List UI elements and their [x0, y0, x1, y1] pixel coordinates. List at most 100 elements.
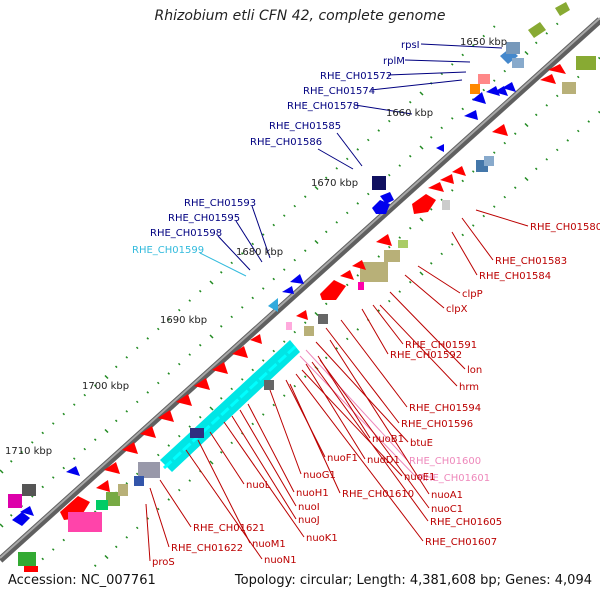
gene-box[interactable]	[286, 322, 292, 330]
gene-label[interactable]: btuE	[410, 438, 433, 449]
gene-label[interactable]: RHE_CH01578	[287, 101, 359, 112]
gene-arrow[interactable]	[492, 124, 508, 136]
gene-box[interactable]	[576, 56, 596, 70]
gene-box[interactable]	[96, 500, 108, 510]
gene-arrow[interactable]	[472, 92, 486, 104]
gene-arrow[interactable]	[548, 64, 566, 74]
gene-box[interactable]	[384, 250, 400, 262]
gene-label[interactable]: nuoH1	[296, 488, 329, 499]
gene-label[interactable]: RHE_CH01607	[425, 537, 497, 548]
gene-label[interactable]: RHE_CH01601	[418, 473, 490, 484]
gene-label[interactable]: nuoG1	[303, 470, 336, 481]
gene-arrow[interactable]	[104, 462, 120, 474]
gene-arrow[interactable]	[282, 286, 294, 294]
gene-arrow[interactable]	[555, 2, 570, 16]
gene-label[interactable]: RHE_CH01585	[269, 121, 341, 132]
gene-arrow[interactable]	[140, 426, 156, 438]
gene-box[interactable]	[8, 494, 22, 508]
gene-box[interactable]	[18, 552, 36, 566]
gene-box[interactable]	[484, 156, 494, 166]
gene-arrow[interactable]	[122, 442, 138, 454]
gene-label[interactable]: rpsI	[401, 40, 420, 51]
gene-label[interactable]: RHE_CH01594	[409, 403, 481, 414]
gene-label[interactable]: RHE_CH01622	[171, 543, 243, 554]
gene-arrow[interactable]	[372, 200, 390, 214]
gene-label[interactable]: lon	[467, 365, 482, 376]
gene-box[interactable]	[190, 428, 204, 438]
gene-label[interactable]: RHE_CH01610	[342, 489, 414, 500]
gene-arrow[interactable]	[250, 334, 262, 344]
gene-label[interactable]: RHE_CH01574	[303, 86, 375, 97]
gene-label[interactable]: RHE_CH01591	[405, 340, 477, 351]
gene-arrow[interactable]	[486, 86, 500, 96]
gene-arrow[interactable]	[320, 280, 346, 300]
gene-box[interactable]	[264, 380, 274, 390]
gene-label[interactable]: nuoM1	[252, 539, 286, 550]
gene-arrow[interactable]	[158, 410, 174, 422]
gene-label[interactable]: RHE_CH01598	[150, 228, 222, 239]
gene-box[interactable]	[358, 282, 364, 290]
gene-label[interactable]: RHE_CH01599	[132, 245, 204, 256]
gene-label[interactable]: RHE_CH01572	[320, 71, 392, 82]
gene-box[interactable]	[138, 462, 160, 478]
gene-box[interactable]	[68, 512, 102, 532]
gene-arrow[interactable]	[436, 144, 444, 152]
gene-box[interactable]	[512, 58, 524, 68]
gene-label[interactable]: nuoL	[246, 480, 271, 491]
gene-label[interactable]: nuoF1	[327, 453, 358, 464]
gene-arrow[interactable]	[96, 480, 110, 492]
gene-box[interactable]	[506, 42, 520, 54]
gene-arrow[interactable]	[464, 110, 478, 120]
gene-box[interactable]	[372, 176, 386, 190]
gene-box[interactable]	[562, 82, 576, 94]
gene-arrow[interactable]	[268, 298, 278, 312]
gene-label[interactable]: RHE_CH01580	[530, 222, 600, 233]
gene-label[interactable]: RHE_CH01596	[401, 419, 473, 430]
gene-arrow[interactable]	[352, 260, 366, 270]
gene-label[interactable]: nuoB1	[372, 434, 404, 445]
gene-label[interactable]: nuoA1	[431, 490, 463, 501]
gene-label[interactable]: clpX	[446, 304, 468, 315]
gene-label[interactable]: clpP	[462, 289, 483, 300]
gene-arrow[interactable]	[528, 22, 546, 38]
gene-label[interactable]: nuoK1	[306, 533, 338, 544]
gene-label[interactable]: RHE_CH01600	[409, 456, 481, 467]
gene-box[interactable]	[442, 200, 450, 210]
gene-label[interactable]: RHE_CH01593	[184, 198, 256, 209]
gene-box[interactable]	[398, 240, 408, 248]
gene-box[interactable]	[106, 492, 120, 506]
gene-label[interactable]: nuoI	[298, 502, 320, 513]
gene-arrow[interactable]	[412, 194, 436, 214]
gene-label[interactable]: RHE_CH01583	[495, 256, 567, 267]
gene-arrow[interactable]	[66, 466, 80, 476]
gene-label[interactable]: RHE_CH01584	[479, 271, 551, 282]
gene-label[interactable]: RHE_CH01621	[193, 523, 265, 534]
gene-arrow[interactable]	[452, 166, 466, 176]
gene-arrow[interactable]	[376, 234, 392, 246]
gene-label[interactable]: RHE_CH01586	[250, 137, 322, 148]
gene-arrow[interactable]	[296, 310, 308, 320]
gene-label[interactable]: RHE_CH01605	[430, 517, 502, 528]
gene-box[interactable]	[118, 484, 128, 496]
gene-box[interactable]	[360, 262, 388, 282]
gene-label[interactable]: nuoJ	[298, 515, 320, 526]
gene-box[interactable]	[470, 84, 480, 94]
gene-label[interactable]: nuoN1	[264, 555, 297, 566]
gene-label[interactable]: nuoC1	[431, 504, 463, 515]
gene-arrow[interactable]	[232, 346, 248, 358]
gene-label[interactable]: RHE_CH01595	[168, 213, 240, 224]
gene-arrow[interactable]	[176, 394, 192, 406]
gene-arrow[interactable]	[194, 378, 210, 390]
gene-box[interactable]	[478, 74, 490, 84]
gene-arrow[interactable]	[540, 74, 556, 84]
gene-arrow[interactable]	[428, 182, 444, 192]
gene-label[interactable]: rplM	[383, 56, 405, 67]
gene-arrow[interactable]	[212, 362, 228, 374]
gene-box[interactable]	[318, 314, 328, 324]
gene-label[interactable]: proS	[152, 557, 175, 568]
gene-arrow[interactable]	[290, 274, 304, 284]
forward-features[interactable]	[8, 2, 596, 572]
gene-label[interactable]: hrm	[459, 382, 479, 393]
gene-label[interactable]: nuoE1	[404, 472, 435, 483]
